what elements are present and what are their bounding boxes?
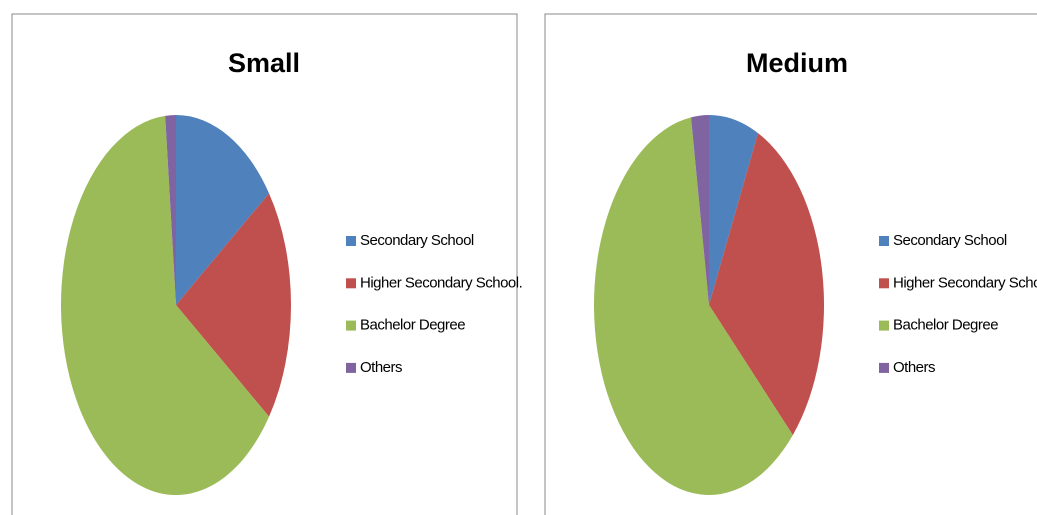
legend-swatch [879, 236, 889, 246]
legend-label: Secondary School [360, 232, 474, 249]
legend-swatch [346, 320, 356, 331]
pie-slice [61, 115, 270, 495]
legend-swatch [879, 278, 889, 289]
legend-label: Bachelor Degree [360, 317, 465, 334]
pie-slice [165, 115, 176, 305]
pie-slice [691, 115, 709, 305]
legend-label: Higher Secondary School. [893, 274, 1037, 291]
legend-label: Secondary School [893, 232, 1007, 249]
chart-title: Medium [746, 48, 848, 78]
pie-slice [176, 115, 270, 305]
pie-slice [594, 117, 793, 496]
legend-label: Others [360, 359, 402, 376]
legend-swatch [879, 362, 889, 373]
legend-swatch [346, 278, 356, 289]
legend-swatch [879, 320, 889, 331]
pie-slice [176, 193, 291, 417]
legend-label: Bachelor Degree [893, 317, 998, 334]
legend-swatch [346, 362, 356, 373]
legend-label: Higher Secondary School. [360, 274, 522, 291]
legend-swatch [346, 236, 356, 246]
pie-slice [709, 133, 825, 436]
chart-title: Small [228, 48, 300, 78]
pie-slice [709, 115, 758, 305]
legend-label: Others [893, 359, 935, 376]
